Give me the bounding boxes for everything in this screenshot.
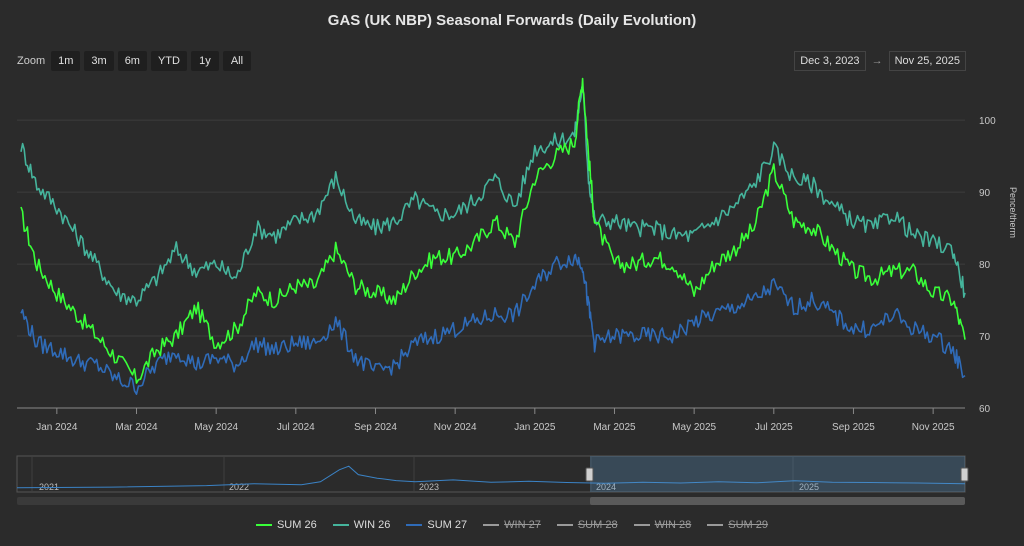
zoom-1y-button[interactable]: 1y (190, 51, 219, 71)
y-tick-label: 80 (979, 260, 991, 271)
y-axis-label: Pence/therm (1008, 187, 1018, 238)
legend-item-sum27[interactable]: SUM 27 (406, 519, 467, 531)
legend-item-win27[interactable]: WIN 27 (483, 519, 541, 531)
navigator-year-label: 2024 (596, 482, 616, 492)
legend-swatch-win27 (483, 524, 500, 526)
legend-label-win26: WIN 26 (353, 519, 391, 531)
legend-item-sum26[interactable]: SUM 26 (255, 519, 317, 531)
x-tick-label: Sep 2025 (832, 422, 875, 433)
date-range: Dec 3, 2023 → Nov 25, 2025 (794, 51, 966, 71)
range-arrow: → (871, 55, 883, 67)
navigator-handle-right (960, 467, 969, 482)
x-tick-label: Mar 2024 (115, 422, 158, 433)
navigator-handle-left (585, 467, 594, 482)
x-tick-label: May 2024 (194, 422, 238, 433)
zoom-ytd-button[interactable]: YTD (150, 51, 187, 71)
x-tick-label: Nov 2025 (912, 422, 955, 433)
navigator-year-label: 2021 (39, 482, 59, 492)
x-tick-label: Nov 2024 (434, 422, 477, 433)
legend-label-win28: WIN 28 (654, 519, 692, 531)
navigator-year-label: 2023 (419, 482, 439, 492)
zoom-all-button[interactable]: All (222, 51, 251, 71)
navigator-year-label: 2025 (799, 482, 819, 492)
range-from-input[interactable]: Dec 3, 2023 (794, 51, 866, 71)
zoom-label: Zoom (17, 55, 46, 67)
legend-swatch-sum27 (406, 524, 423, 526)
legend: SUM 26 WIN 26 SUM 27 WIN 27 SUM 28 WIN 2… (0, 519, 1024, 531)
legend-swatch-sum28 (556, 524, 573, 526)
x-tick-label: Jan 2025 (514, 422, 556, 433)
x-tick-label: Mar 2025 (593, 422, 636, 433)
legend-swatch-win26 (332, 524, 349, 526)
x-tick-label: Jan 2024 (36, 422, 78, 433)
zoom-1m-button[interactable]: 1m (51, 51, 81, 71)
series-line-sum27 (20, 253, 966, 395)
chart-title: GAS (UK NBP) Seasonal Forwards (Daily Ev… (327, 12, 697, 29)
zoom-controls: Zoom 1m 3m 6m YTD 1y All (17, 51, 251, 71)
range-to-input[interactable]: Nov 25, 2025 (888, 51, 966, 71)
legend-swatch-sum26 (255, 524, 272, 526)
x-tick-label: Jul 2025 (755, 422, 793, 433)
legend-label-sum27: SUM 27 (427, 519, 468, 531)
scrollbar-thumb (590, 497, 965, 505)
series-line-sum26 (20, 77, 966, 384)
legend-label-sum26: SUM 26 (276, 519, 317, 531)
legend-swatch-sum29 (707, 524, 724, 526)
zoom-6m-button[interactable]: 6m (117, 51, 147, 71)
navigator-selection (590, 456, 965, 492)
x-tick-label: May 2025 (672, 422, 716, 433)
y-tick-label: 90 (979, 188, 991, 199)
legend-label-sum28: SUM 28 (577, 519, 618, 531)
y-tick-label: 70 (979, 332, 991, 343)
x-tick-label: Sep 2024 (354, 422, 397, 433)
legend-item-win28[interactable]: WIN 28 (633, 519, 692, 531)
legend-label-win27: WIN 27 (504, 519, 541, 531)
zoom-3m-button[interactable]: 3m (84, 51, 114, 71)
y-tick-label: 60 (979, 404, 991, 415)
x-tick-label: Jul 2024 (277, 422, 315, 433)
legend-item-sum29[interactable]: SUM 29 (707, 519, 768, 531)
navigator-series (16, 465, 966, 489)
navigator-year-label: 2022 (229, 482, 249, 492)
legend-item-sum28[interactable]: SUM 28 (556, 519, 618, 531)
legend-swatch-win28 (633, 524, 650, 526)
legend-label-sum29: SUM 29 (728, 519, 769, 531)
y-tick-label: 100 (979, 116, 996, 127)
series-line-win26 (20, 86, 966, 307)
legend-item-win26[interactable]: WIN 26 (332, 519, 391, 531)
